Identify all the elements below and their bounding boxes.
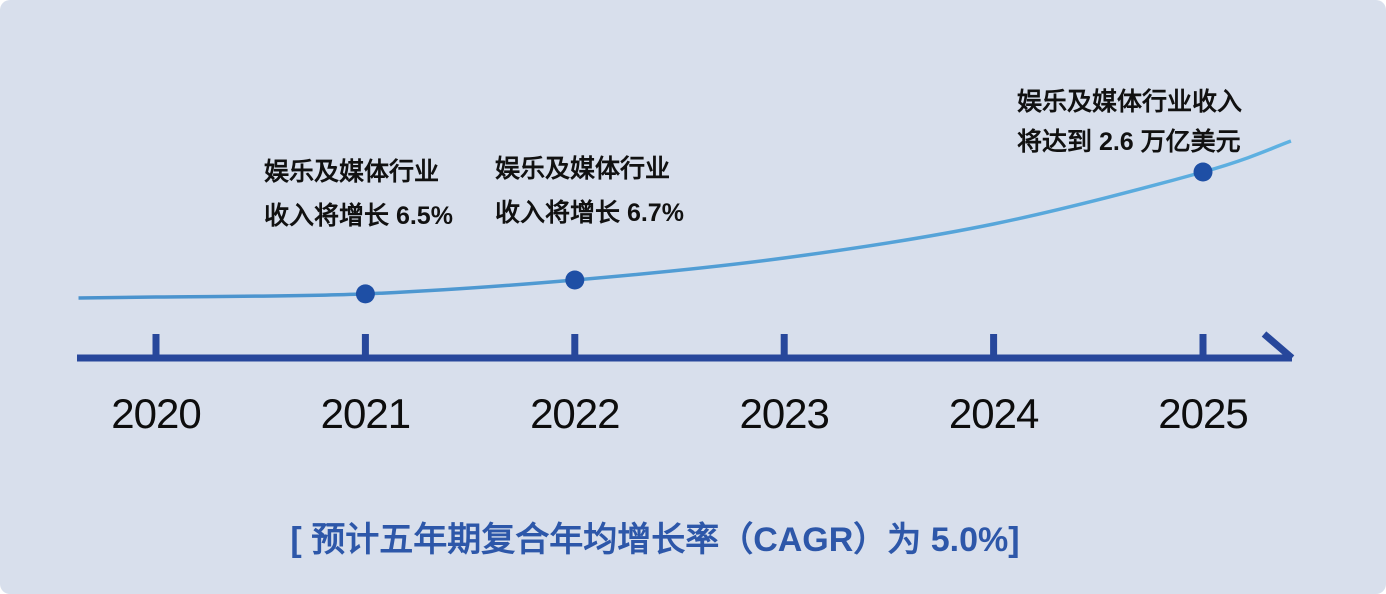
data-point-markers: [355, 162, 1213, 304]
year-tick-label-2022: 2022: [530, 390, 620, 437]
timeline-axis: [77, 331, 1295, 362]
annotation-line-1: 娱乐及媒体行业: [495, 155, 671, 183]
annotation-line-2: 收入将增长 6.7%: [495, 199, 684, 227]
cagr-caption: [ 预计五年期复合年均增长率（CAGR）为 5.0%]: [290, 521, 1020, 559]
axis-end-slash: [1261, 331, 1295, 361]
year-tick-label-2025: 2025: [1158, 390, 1248, 437]
annotation-line-1: 娱乐及媒体行业收入: [1017, 88, 1243, 116]
data-point-2025: [1193, 162, 1213, 182]
annotation-2021: 娱乐及媒体行业 收入将增长 6.5%: [264, 150, 453, 238]
annotation-2025: 娱乐及媒体行业收入 将达到 2.6 万亿美元: [1017, 82, 1242, 162]
data-point-2022: [565, 270, 585, 290]
year-tick-label-2024: 2024: [948, 390, 1039, 437]
revenue-curve: [78, 139, 1292, 300]
annotation-line-1: 娱乐及媒体行业: [264, 158, 440, 186]
year-tick-label-2021: 2021: [320, 390, 411, 437]
year-tick-label-2020: 2020: [111, 390, 201, 437]
annotation-line-2: 收入将增长 6.5%: [264, 202, 453, 230]
year-tick-label-2023: 2023: [739, 390, 829, 437]
data-point-2021: [355, 284, 375, 304]
annotation-line-2: 将达到 2.6 万亿美元: [1017, 128, 1241, 156]
annotation-2022: 娱乐及媒体行业 收入将增长 6.7%: [495, 147, 684, 235]
